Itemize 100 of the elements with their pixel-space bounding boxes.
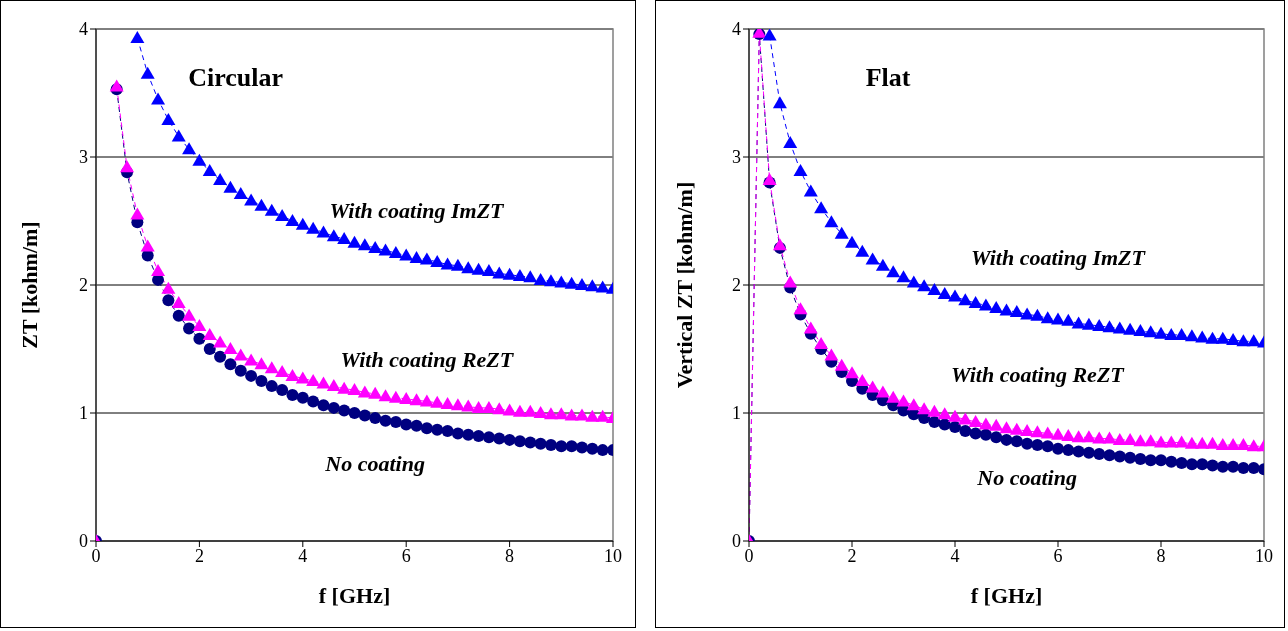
point: [1040, 311, 1055, 324]
point: [410, 419, 423, 432]
x-tick-label: 10: [604, 545, 622, 566]
point: [276, 383, 289, 396]
point: [1009, 422, 1024, 435]
point: [223, 180, 238, 193]
point: [875, 385, 890, 398]
point: [586, 442, 599, 455]
point: [481, 400, 496, 413]
point: [369, 412, 382, 425]
point: [1154, 326, 1168, 339]
series-label: No coating: [976, 464, 1077, 490]
point: [999, 303, 1014, 316]
point: [958, 412, 973, 425]
point: [917, 402, 932, 415]
point: [451, 427, 464, 440]
point: [1134, 453, 1147, 466]
point: [1030, 425, 1045, 438]
point: [109, 79, 124, 92]
point: [378, 389, 393, 402]
x-tick-label: 10: [1255, 545, 1273, 566]
x-tick-label: 4: [298, 545, 308, 566]
point: [161, 112, 176, 125]
point: [1123, 432, 1138, 445]
point: [317, 399, 330, 412]
point: [388, 246, 403, 258]
point: [286, 389, 299, 402]
point: [1092, 318, 1107, 331]
point: [1206, 459, 1219, 472]
point: [214, 350, 227, 363]
point: [337, 231, 352, 244]
y-axis-title: Vertical ZT [kohm/m]: [671, 181, 697, 389]
point: [1174, 327, 1189, 340]
point: [378, 243, 393, 256]
x-tick-label: 6: [1053, 545, 1063, 566]
y-tick-label: 0: [79, 531, 88, 552]
point: [896, 394, 911, 407]
point: [1216, 460, 1229, 473]
point: [192, 153, 207, 166]
point: [183, 322, 196, 335]
point: [865, 252, 880, 265]
point: [565, 440, 578, 453]
x-tick-label: 8: [1156, 545, 1166, 566]
point: [513, 435, 526, 448]
point: [555, 440, 568, 453]
point: [865, 380, 880, 393]
point: [171, 295, 186, 308]
point: [896, 270, 911, 283]
point: [1082, 446, 1095, 459]
point: [574, 278, 589, 290]
point: [254, 198, 269, 211]
point: [1092, 431, 1107, 444]
point: [1072, 445, 1085, 458]
point: [595, 280, 610, 293]
point: [1051, 427, 1065, 440]
text: Circular: [188, 63, 284, 93]
point: [1061, 429, 1076, 442]
point: [1143, 325, 1158, 338]
point: [337, 381, 352, 394]
point: [450, 258, 465, 271]
point: [523, 270, 538, 283]
point: [989, 418, 1004, 431]
point: [130, 30, 145, 43]
point: [875, 258, 890, 271]
point: [949, 421, 961, 434]
point: [978, 417, 993, 430]
point: [803, 184, 818, 197]
point: [1123, 322, 1138, 335]
point: [172, 309, 185, 322]
point: [431, 423, 444, 436]
point: [389, 415, 402, 428]
point: [388, 390, 403, 403]
point: [368, 386, 383, 399]
point: [192, 318, 207, 331]
point: [564, 276, 579, 289]
point: [585, 279, 600, 292]
point: [824, 215, 839, 228]
point: [1205, 436, 1220, 449]
point: [1020, 423, 1035, 436]
point: [203, 343, 216, 355]
point: [886, 390, 901, 403]
point: [574, 408, 589, 421]
point: [772, 96, 787, 109]
point: [1041, 440, 1054, 453]
point: [917, 279, 932, 292]
point: [834, 358, 849, 371]
point: [1051, 312, 1065, 325]
point: [1236, 438, 1251, 450]
x-tick-label: 4: [950, 545, 960, 566]
point: [1215, 438, 1230, 450]
y-tick-label: 2: [79, 275, 88, 296]
point: [400, 418, 413, 431]
point: [161, 281, 176, 294]
point: [399, 391, 414, 404]
point: [990, 431, 1003, 444]
x-tick-label: 8: [505, 545, 515, 566]
point: [264, 361, 279, 374]
point: [223, 342, 238, 354]
point: [1247, 462, 1260, 475]
point: [162, 294, 175, 307]
